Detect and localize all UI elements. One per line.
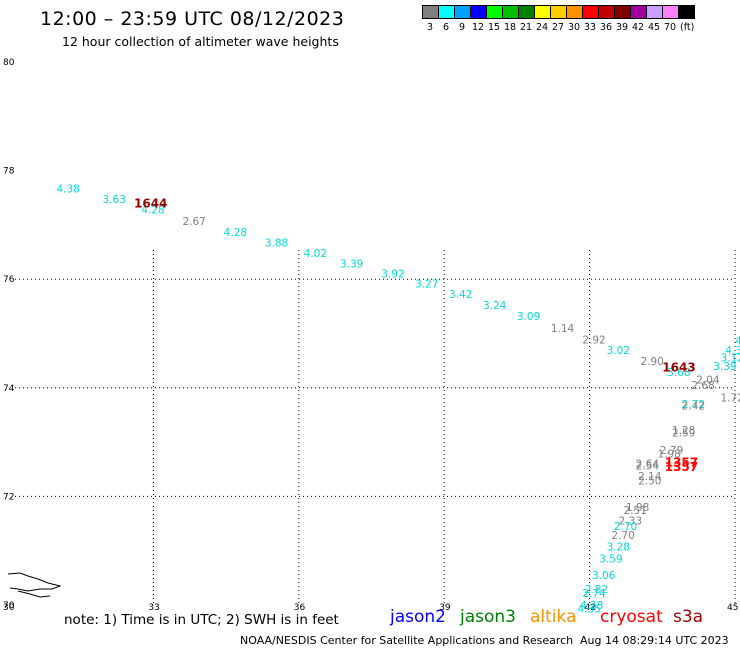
legend-label: 21 bbox=[519, 22, 533, 33]
legend-label: 39 bbox=[615, 22, 629, 33]
legend-label: 3 bbox=[426, 22, 434, 33]
wave-height-label: 3.27 bbox=[415, 278, 438, 290]
wave-height-label: 3.39 bbox=[340, 258, 363, 270]
wave-height-label: 2.64 bbox=[636, 459, 660, 471]
lat-tick-label: 74 bbox=[3, 384, 15, 394]
wave-height-label: 2.68 bbox=[691, 380, 714, 392]
wave-height-label: 2.51 bbox=[624, 505, 647, 517]
wave-height-label: 4.38 bbox=[56, 183, 79, 195]
wave-height-label: 3.63 bbox=[103, 194, 126, 206]
wave-height-label: 2.59 bbox=[672, 428, 695, 440]
footer-note: note: 1) Time is in UTC; 2) SWH is in fe… bbox=[64, 612, 339, 628]
lat-tick-label: 70 bbox=[3, 601, 15, 611]
wave-height-label: 2.72 bbox=[682, 399, 705, 411]
wave-height-label: 2.79 bbox=[660, 445, 683, 457]
legend-label: 15 bbox=[487, 22, 501, 33]
wave-height-label: 3.92 bbox=[381, 269, 404, 281]
wave-height-label: 4.28 bbox=[224, 227, 247, 239]
legend-label: 24 bbox=[535, 22, 549, 33]
wave-height-label: 1.14 bbox=[551, 323, 575, 335]
color-legend bbox=[422, 5, 695, 19]
wave-height-label: 4.35 bbox=[577, 604, 600, 616]
legend-label: 30 bbox=[567, 22, 581, 33]
legend-label: 9 bbox=[458, 22, 466, 33]
wave-height-label: 4.02 bbox=[304, 248, 327, 260]
wave-height-label: 2.82 bbox=[585, 584, 608, 596]
wave-height-label: 4.30 bbox=[725, 345, 740, 357]
lon-tick-label: 36 bbox=[294, 603, 306, 613]
lon-tick-label: 45 bbox=[727, 603, 738, 613]
page-title: 12:00 – 23:59 UTC 08/12/2023 bbox=[40, 8, 345, 30]
satellite-jason2: jason2 bbox=[390, 607, 446, 627]
legend-label: 6 bbox=[442, 22, 450, 33]
lon-tick-label: 39 bbox=[439, 603, 451, 613]
legend-label: 27 bbox=[551, 22, 565, 33]
coastline bbox=[7, 572, 62, 598]
legend-label: 12 bbox=[471, 22, 485, 33]
pass-time-label: 1643 bbox=[662, 361, 695, 375]
lon-tick-label: 42 bbox=[585, 603, 596, 613]
wave-height-label: 1.98 bbox=[626, 502, 649, 514]
pass-time-label: 1644 bbox=[134, 197, 167, 211]
lon-tick-label: 30 bbox=[3, 603, 15, 613]
wave-height-label: 1.72 bbox=[720, 392, 740, 404]
wave-height-label: 2.90 bbox=[640, 356, 663, 368]
wave-height-label: 2.67 bbox=[182, 216, 205, 228]
wave-height-label: 4.28 bbox=[141, 204, 164, 216]
wave-height-label: 2.70 bbox=[614, 521, 637, 533]
legend-unit: (ft) bbox=[680, 22, 695, 33]
wave-height-label: 2.50 bbox=[638, 475, 661, 487]
wave-height-label: 2.33 bbox=[619, 516, 642, 528]
wave-height-label: 1.28 bbox=[672, 425, 695, 437]
wave-height-label: 3.59 bbox=[599, 554, 622, 566]
wave-height-label: 2.54 bbox=[636, 460, 660, 472]
wave-height-label: 3.68 bbox=[667, 367, 690, 379]
lat-tick-label: 72 bbox=[3, 492, 14, 502]
wave-height-label: 3.42 bbox=[449, 289, 472, 301]
legend-label: 42 bbox=[631, 22, 645, 33]
pass-time-label: 1357 bbox=[665, 460, 698, 474]
wave-height-label: 2.42 bbox=[682, 401, 705, 413]
wave-height-label: 2.04 bbox=[696, 374, 720, 386]
wave-height-label: 3.24 bbox=[483, 300, 507, 312]
wave-height-label: 3.88 bbox=[265, 238, 288, 250]
wave-height-label: 2.70 bbox=[611, 530, 634, 542]
pass-time-label: 1357 bbox=[665, 456, 698, 470]
wave-height-label: 3.28 bbox=[607, 542, 630, 554]
wave-height-label: 4.28 bbox=[580, 600, 603, 612]
wave-height-label: 3.02 bbox=[607, 345, 630, 357]
legend-label: 70 bbox=[663, 22, 677, 33]
wave-height-label: 3.06 bbox=[592, 570, 616, 582]
satellite-cryosat: cryosat bbox=[600, 607, 663, 627]
legend-label: 45 bbox=[647, 22, 661, 33]
legend-label: 36 bbox=[599, 22, 613, 33]
generated-timestamp: Aug 14 08:29:14 UTC 2023 bbox=[580, 634, 729, 647]
legend-swatch bbox=[678, 5, 695, 19]
satellite-jason3: jason3 bbox=[460, 607, 516, 627]
wave-height-label: 2.92 bbox=[582, 334, 605, 346]
wave-height-label: 2.74 bbox=[582, 588, 606, 600]
wave-height-label: 3.12 bbox=[720, 353, 740, 365]
lat-tick-label: 76 bbox=[3, 275, 15, 285]
lon-tick-label: 33 bbox=[148, 603, 159, 613]
lat-tick-label: 80 bbox=[3, 58, 15, 68]
wave-height-label: 3.39 bbox=[713, 361, 736, 373]
satellite-altika: altika bbox=[530, 607, 577, 627]
credit-line: NOAA/NESDIS Center for Satellite Applica… bbox=[240, 634, 574, 647]
page-subtitle: 12 hour collection of altimeter wave hei… bbox=[62, 34, 339, 49]
lat-tick-label: 78 bbox=[3, 167, 15, 177]
satellite-s3a: s3a bbox=[673, 607, 704, 627]
wave-height-label: 4.81 bbox=[735, 335, 740, 347]
wave-height-label: 1.98 bbox=[657, 448, 680, 460]
legend-label: 33 bbox=[583, 22, 597, 33]
color-legend-labels: 3 6 9 12 15 18 21 24 27 30 33 36 39 42 45 70 (ft) bbox=[422, 22, 694, 33]
legend-label: 18 bbox=[503, 22, 517, 33]
wave-height-label: 3.09 bbox=[517, 311, 540, 323]
wave-height-label: 2.14 bbox=[638, 471, 662, 483]
